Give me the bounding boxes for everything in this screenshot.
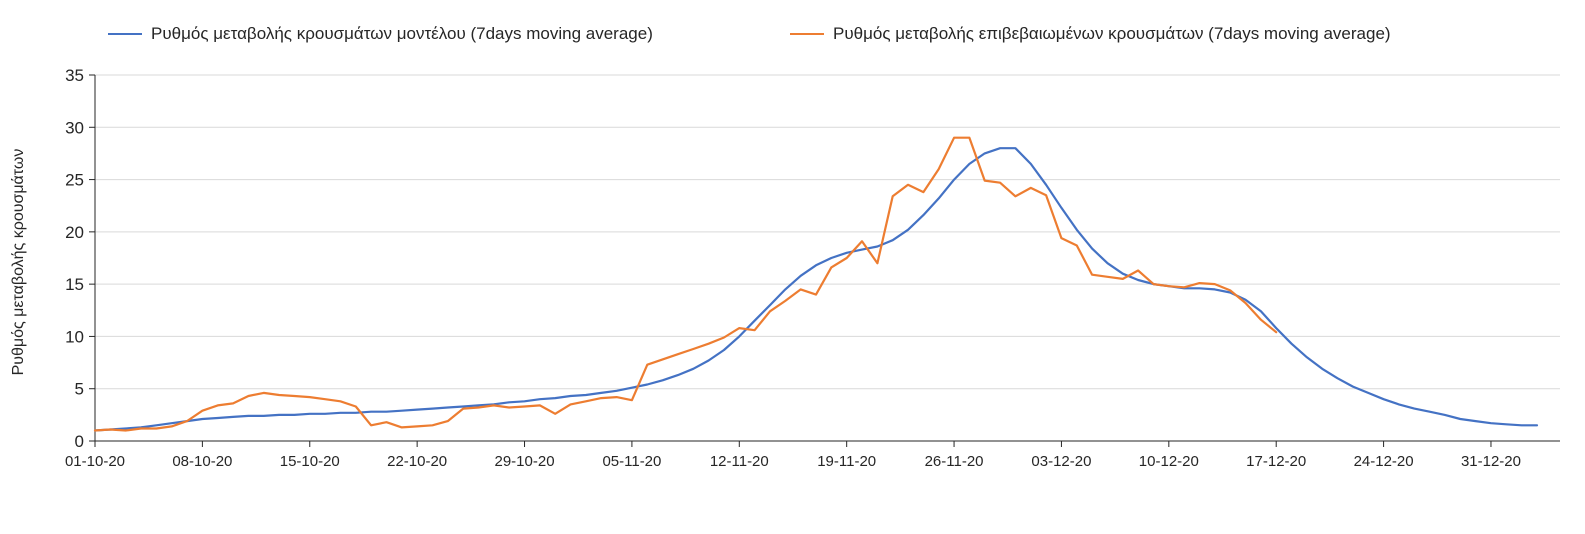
x-tick-label: 22-10-20: [387, 453, 447, 470]
x-tick-label: 10-12-20: [1139, 453, 1199, 470]
x-tick-label: 29-10-20: [495, 453, 555, 470]
y-tick-label: 5: [75, 380, 84, 399]
x-tick-label: 01-10-20: [65, 453, 125, 470]
x-tick-label: 31-12-20: [1461, 453, 1521, 470]
x-tick-label: 24-12-20: [1354, 453, 1414, 470]
legend-line-marker-model: [108, 33, 142, 35]
x-tick-label: 17-12-20: [1246, 453, 1306, 470]
x-tick-label: 12-11-20: [710, 453, 769, 470]
x-tick-label: 15-10-20: [280, 453, 340, 470]
y-tick-label: 15: [65, 275, 84, 294]
y-tick-label: 30: [65, 118, 84, 137]
legend-item-confirmed: Ρυθμός μεταβολής επιβεβαιωμένων κρουσμάτ…: [790, 24, 1391, 44]
x-tick-label: 19-11-20: [817, 453, 876, 470]
y-tick-label: 35: [65, 66, 84, 85]
y-tick-label: 25: [65, 171, 84, 190]
x-tick-label: 26-11-20: [925, 453, 984, 470]
y-tick-label: 10: [65, 327, 84, 346]
legend: Ρυθμός μεταβολής κρουσμάτων μοντέλου (7d…: [0, 24, 1585, 50]
legend-label-model: Ρυθμός μεταβολής κρουσμάτων μοντέλου (7d…: [151, 24, 653, 43]
legend-item-model: Ρυθμός μεταβολής κρουσμάτων μοντέλου (7d…: [108, 24, 653, 44]
series-line-model: [93, 147, 1539, 432]
x-tick-label: 05-11-20: [602, 453, 661, 470]
series-line-confirmed: [93, 136, 1278, 432]
legend-line-marker-confirmed: [790, 33, 824, 35]
y-tick-label: 0: [75, 432, 84, 451]
y-tick-label: 20: [65, 223, 84, 242]
x-tick-label: 03-12-20: [1031, 453, 1091, 470]
x-tick-label: 08-10-20: [172, 453, 232, 470]
legend-label-confirmed: Ρυθμός μεταβολής επιβεβαιωμένων κρουσμάτ…: [833, 24, 1391, 43]
